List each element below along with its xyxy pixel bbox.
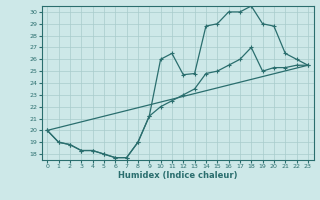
- X-axis label: Humidex (Indice chaleur): Humidex (Indice chaleur): [118, 171, 237, 180]
